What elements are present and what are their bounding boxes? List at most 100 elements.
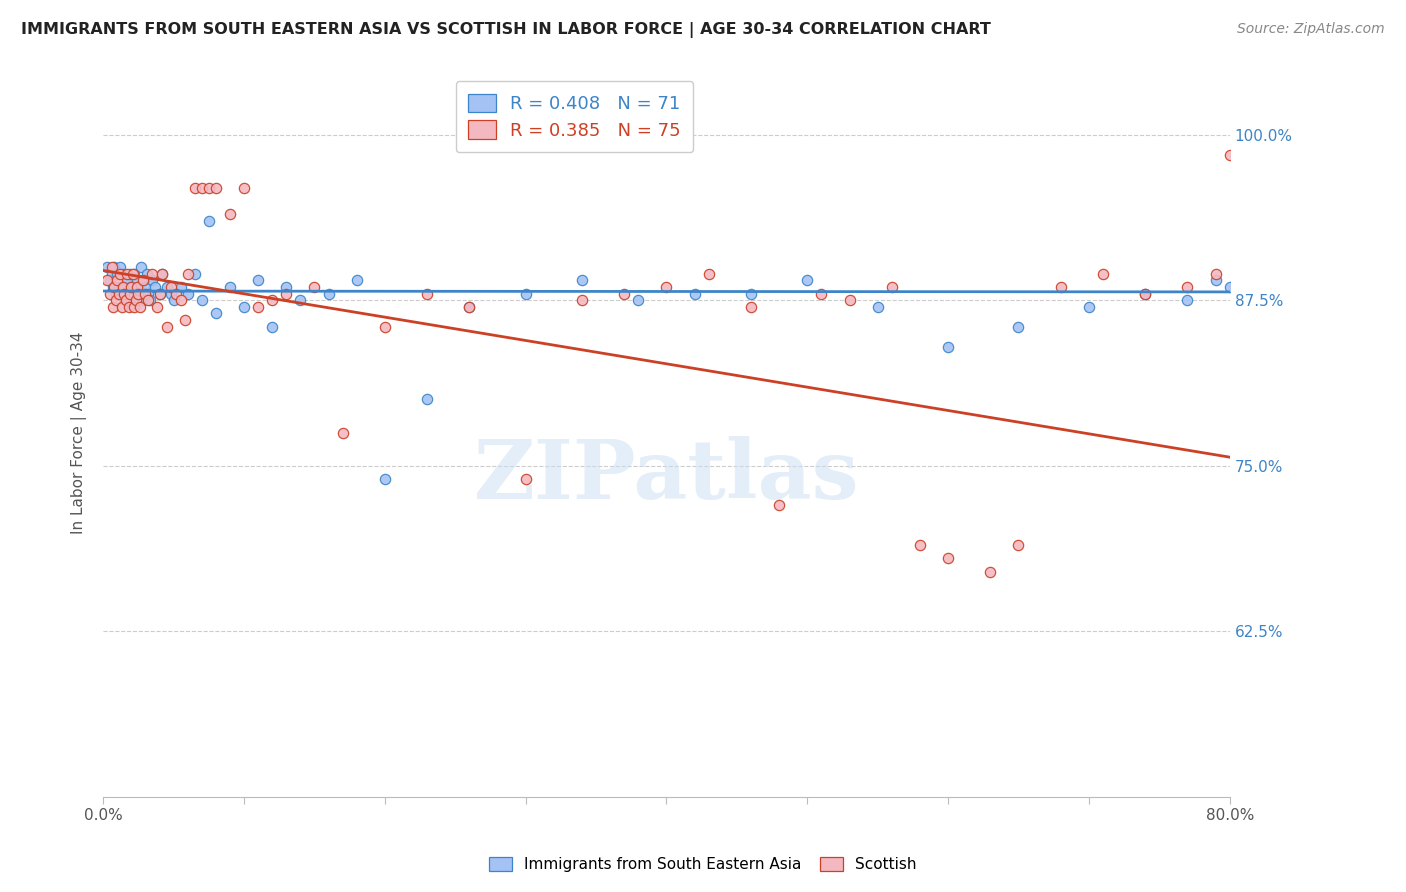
Point [100,267,122,281]
Point [134,280,156,294]
Point [318,286,340,301]
Point [1289,174,1312,188]
Point [100,260,122,274]
Point [655,280,678,294]
Point [191,293,214,308]
Point [697,267,720,281]
Point [111,280,134,294]
Point [205,180,228,194]
Point [114,293,136,308]
Point [810,286,832,301]
Point [233,300,256,314]
Point [515,472,537,486]
Point [796,273,818,287]
Point [276,280,298,294]
Point [148,286,170,301]
Point [1261,743,1284,757]
Point [262,319,284,334]
Point [1091,267,1114,281]
Point [219,207,242,221]
Point [122,267,145,281]
Point [1261,147,1284,161]
Point [908,538,931,552]
Point [120,280,142,294]
Point [176,286,198,301]
Point [121,286,143,301]
Point [1049,280,1071,294]
Point [866,300,889,314]
Point [416,392,439,407]
Point [98,273,121,287]
Point [121,267,143,281]
Point [96,273,118,287]
Point [936,551,959,566]
Point [101,300,124,314]
Point [979,565,1001,579]
Point [159,286,181,301]
Point [169,293,191,308]
Point [124,293,146,308]
Point [128,300,150,314]
Point [1247,750,1270,764]
Point [125,280,148,294]
Point [155,319,177,334]
Point [740,286,762,301]
Text: ZIPatlas: ZIPatlas [474,436,859,516]
Point [880,280,903,294]
Point [110,286,132,301]
Text: Source: ZipAtlas.com: Source: ZipAtlas.com [1237,22,1385,37]
Point [143,280,166,294]
Point [198,180,221,194]
Point [184,267,207,281]
Point [127,286,149,301]
Point [98,286,121,301]
Point [136,293,159,308]
Point [613,286,636,301]
Y-axis label: In Labor Force | Age 30-34: In Labor Force | Age 30-34 [72,331,87,533]
Point [1007,538,1029,552]
Point [219,280,242,294]
Point [118,267,141,281]
Point [107,286,129,301]
Point [515,286,537,301]
Point [262,293,284,308]
Point [122,300,145,314]
Text: IMMIGRANTS FROM SOUTH EASTERN ASIA VS SCOTTISH IN LABOR FORCE | AGE 30-34 CORREL: IMMIGRANTS FROM SOUTH EASTERN ASIA VS SC… [21,22,991,38]
Point [1205,267,1227,281]
Point [184,180,207,194]
Point [134,286,156,301]
Point [127,280,149,294]
Point [173,313,195,327]
Point [165,286,187,301]
Point [838,293,860,308]
Point [247,273,270,287]
Point [162,293,184,308]
Point [150,267,173,281]
Point [103,280,125,294]
Point [104,286,127,301]
Point [571,293,593,308]
Point [150,267,173,281]
Legend: Immigrants from South Eastern Asia, Scottish: Immigrants from South Eastern Asia, Scot… [482,849,924,880]
Point [138,293,160,308]
Point [104,293,127,308]
Point [176,267,198,281]
Point [683,286,706,301]
Point [159,280,181,294]
Point [117,286,139,301]
Point [141,267,163,281]
Point [136,286,159,301]
Point [110,300,132,314]
Point [1177,280,1199,294]
Point [129,260,152,274]
Point [169,280,191,294]
Point [346,273,368,287]
Point [1205,273,1227,287]
Point [96,260,118,274]
Point [124,293,146,308]
Legend: R = 0.408   N = 71, R = 0.385   N = 75: R = 0.408 N = 71, R = 0.385 N = 75 [456,81,693,153]
Point [105,273,128,287]
Point [1247,267,1270,281]
Point [1233,743,1256,757]
Point [304,280,326,294]
